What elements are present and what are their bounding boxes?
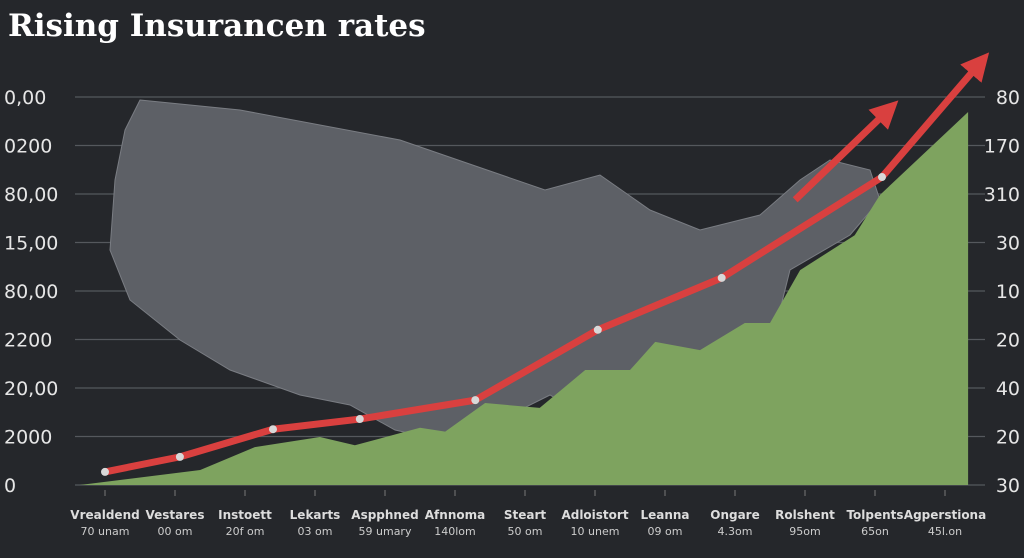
category-sublabel: 10 unem	[571, 525, 620, 538]
line-point	[101, 467, 109, 476]
arrow-branch	[792, 100, 899, 203]
category-label: Tolpents	[846, 508, 903, 522]
category-label: Adloistort	[561, 508, 628, 522]
left-tick-label: 2000	[4, 427, 52, 449]
category-sublabel: 45l.on	[928, 525, 962, 538]
category-sublabel: 65on	[861, 525, 889, 538]
category-label: Leanna	[640, 508, 689, 522]
left-tick-label: 80,00	[4, 281, 58, 303]
category-label: Rolshent	[775, 508, 835, 522]
category-label: Aspphned	[351, 508, 418, 522]
right-tick-label: 10	[996, 281, 1020, 303]
left-tick-label: 0	[4, 475, 16, 497]
right-tick-label: 40	[996, 378, 1020, 400]
line-point	[269, 425, 277, 434]
category-label: Agperstiona	[904, 508, 986, 522]
line-point	[175, 452, 184, 461]
left-tick-label: 15,00	[4, 233, 58, 255]
category-label: Ongare	[710, 508, 760, 522]
category-label: Afnnoma	[425, 508, 485, 522]
category-sublabel: 20f om	[226, 525, 265, 538]
left-tick-label: 2200	[4, 330, 52, 352]
line-point	[593, 325, 602, 334]
category-sublabel: 03 om	[298, 525, 333, 538]
left-tick-label: 80,00	[4, 184, 58, 206]
right-tick-label: 30	[996, 233, 1020, 255]
category-label: Steart	[504, 508, 547, 522]
category-sublabel: 59 umary	[359, 525, 412, 538]
right-tick-label: 170	[984, 136, 1020, 158]
category-sublabel: 00 om	[158, 525, 193, 538]
line-point	[355, 415, 364, 424]
area-series	[79, 112, 969, 485]
category-sublabel: 140lom	[434, 525, 476, 538]
right-tick-label: 20	[996, 330, 1020, 352]
category-sublabel: 50 om	[508, 525, 543, 538]
line-point	[717, 273, 726, 282]
right-tick-label: 310	[984, 184, 1020, 206]
category-label: Vestares	[146, 508, 205, 522]
category-sublabel: 09 om	[648, 525, 683, 538]
category-label: Vrealdend	[70, 508, 139, 522]
chart-title: Rising Insurancen rates	[8, 8, 426, 44]
line-point	[878, 173, 886, 182]
left-tick-label: 0,00	[4, 87, 46, 109]
left-tick-label: 0200	[4, 136, 52, 158]
right-tick-label: 30	[996, 475, 1020, 497]
right-tick-label: 80	[996, 87, 1020, 109]
left-tick-label: 20,00	[4, 378, 58, 400]
line-point	[471, 396, 480, 405]
category-sublabel: 4.3om	[718, 525, 753, 538]
category-sublabel: 95om	[789, 525, 820, 538]
category-label: Instoett	[218, 508, 272, 522]
category-label: Lekarts	[290, 508, 341, 522]
right-tick-label: 20	[996, 427, 1020, 449]
category-sublabel: 70 unam	[81, 525, 130, 538]
